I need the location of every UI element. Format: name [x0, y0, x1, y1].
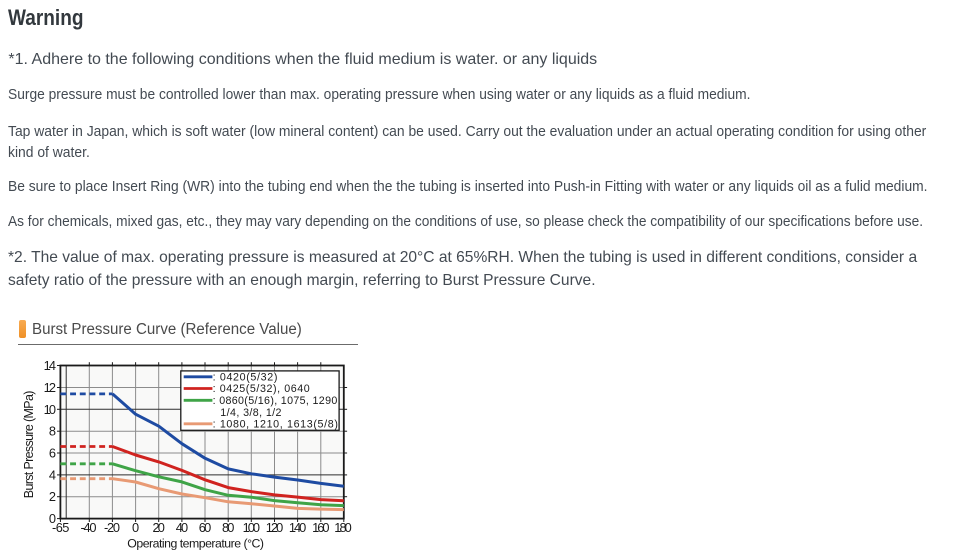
svg-text:: 0860(5/16), 1075, 1290,: : 0860(5/16), 1075, 1290, [213, 395, 341, 407]
svg-text:Operating temperature (°C): Operating temperature (°C) [127, 537, 264, 551]
svg-text:6: 6 [49, 446, 56, 461]
svg-text:100: 100 [243, 520, 260, 535]
svg-text:60: 60 [199, 520, 211, 535]
svg-text:80: 80 [222, 520, 234, 535]
svg-text:10: 10 [44, 402, 56, 417]
svg-text:: 1080, 1210, 1613(5/8): : 1080, 1210, 1613(5/8) [213, 419, 338, 431]
svg-text:4: 4 [49, 467, 56, 482]
svg-text:8: 8 [49, 424, 56, 439]
svg-text:160: 160 [312, 520, 329, 535]
svg-text:0: 0 [132, 520, 139, 535]
svg-text:-40: -40 [81, 520, 97, 535]
svg-text:140: 140 [289, 520, 306, 535]
svg-text:Burst Pressure (MPa): Burst Pressure (MPa) [22, 391, 36, 499]
svg-text:0: 0 [49, 511, 56, 526]
svg-text:2: 2 [49, 489, 56, 504]
svg-text:12: 12 [44, 380, 56, 395]
svg-text:180: 180 [334, 520, 351, 535]
svg-text:: 0420(5/32): : 0420(5/32) [213, 371, 278, 383]
svg-text:1/4, 3/8, 1/2: 1/4, 3/8, 1/2 [220, 407, 281, 419]
svg-text:-65: -65 [52, 520, 69, 535]
svg-text:120: 120 [266, 520, 283, 535]
svg-text:14: 14 [44, 358, 56, 373]
svg-text:: 0425(5/32), 0640: : 0425(5/32), 0640 [213, 383, 310, 395]
svg-text:20: 20 [153, 520, 165, 535]
svg-text:-20: -20 [104, 520, 120, 535]
svg-text:40: 40 [176, 520, 188, 535]
